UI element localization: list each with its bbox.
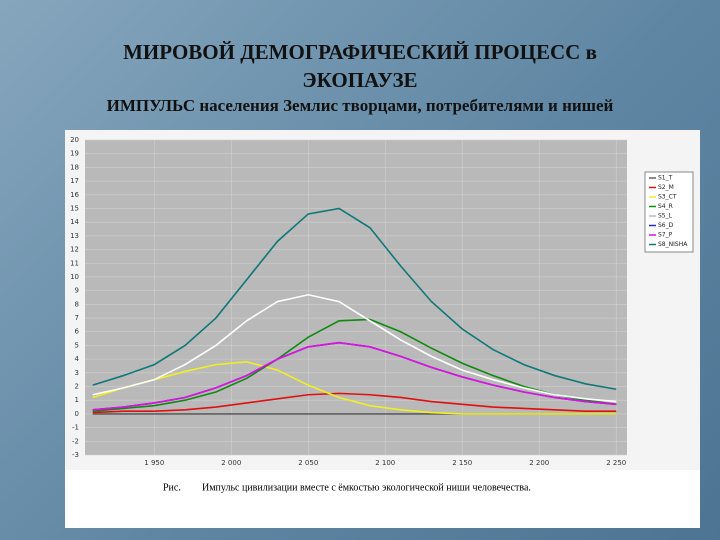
y-tick-label: 10 <box>70 273 79 281</box>
y-tick-label: -3 <box>72 451 79 459</box>
legend-label: S7_P <box>658 232 673 239</box>
y-tick-label: 5 <box>75 341 79 349</box>
caption: Импульс цивилизации вместе с ёмкостью эк… <box>202 482 531 493</box>
y-tick-label: 6 <box>75 328 80 336</box>
legend-label: S1_T <box>658 175 673 182</box>
y-tick-label: 19 <box>70 150 79 158</box>
y-tick-label: -1 <box>72 424 79 432</box>
legend-label: S3_CT <box>658 194 677 201</box>
y-tick-label: 16 <box>70 191 79 199</box>
x-tick-label: 2 100 <box>375 459 395 467</box>
y-tick-label: 9 <box>75 287 79 295</box>
y-tick-label: 4 <box>75 355 80 363</box>
y-tick-label: 14 <box>70 218 79 226</box>
y-tick-label: 17 <box>70 177 79 185</box>
title: МИРОВОЙ ДЕМОГРАФИЧЕСКИЙ ПРОЦЕСС в ЭКОПАУ… <box>123 40 597 92</box>
y-tick-label: 8 <box>75 300 79 308</box>
x-tick-label: 2 250 <box>606 459 626 467</box>
series-line <box>92 207 617 391</box>
x-tick-label: 2 050 <box>298 459 318 467</box>
subtitle: ИМПУЛЬС населения Землис творцами, потре… <box>106 96 614 115</box>
series-line <box>92 318 617 412</box>
x-tick-label: 2 200 <box>529 459 549 467</box>
y-tick-label: 0 <box>75 410 79 418</box>
y-tick-label: 20 <box>70 136 79 144</box>
x-tick-label: 1 950 <box>144 459 164 467</box>
series-line <box>92 293 617 403</box>
x-tick-label: 2 150 <box>452 459 472 467</box>
plot-area <box>85 140 627 455</box>
caption-panel <box>65 470 700 528</box>
y-tick-label: 7 <box>75 314 79 322</box>
series-line <box>92 341 617 411</box>
x-tick-label: 2 000 <box>221 459 241 467</box>
y-tick-label: 15 <box>70 204 79 212</box>
y-tick-label: 2 <box>75 383 79 391</box>
legend-label: S4_R <box>658 203 673 210</box>
legend-label: S6_D <box>658 222 674 229</box>
series-line <box>92 361 617 415</box>
y-tick-label: 18 <box>70 163 79 171</box>
y-tick-label: 13 <box>70 232 79 240</box>
legend-box <box>644 171 694 253</box>
caption-label: Рис. <box>163 482 181 493</box>
legend-label: S5_L <box>658 213 673 220</box>
y-tick-label: 12 <box>70 246 79 254</box>
series-line <box>92 392 617 414</box>
y-tick-label: 1 <box>75 396 79 404</box>
y-tick-label: 11 <box>70 259 79 267</box>
legend-label: S2_M <box>658 184 674 191</box>
y-tick-label: 3 <box>75 369 79 377</box>
legend-label: S8_NISHA <box>658 241 688 248</box>
y-tick-label: -2 <box>72 437 79 445</box>
